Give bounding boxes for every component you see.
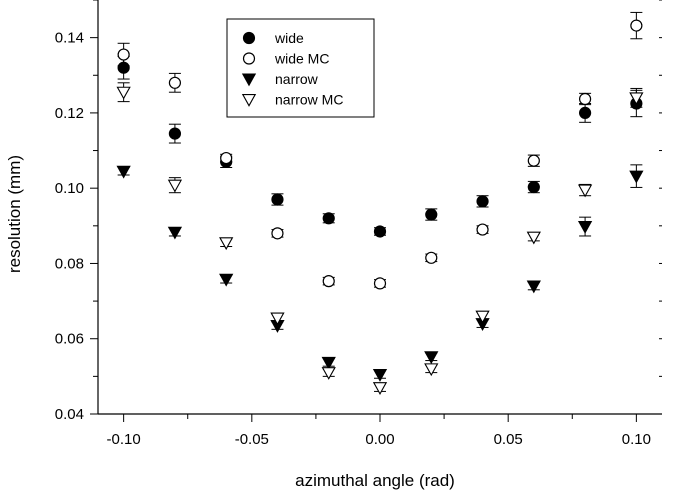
narrow-mc-point (629, 92, 644, 106)
x-tick-label: 0.10 (622, 431, 651, 448)
y-tick-label: 0.12 (55, 105, 84, 122)
wide-point (117, 61, 130, 74)
wide-mc-point (322, 275, 335, 288)
y-tick-label: 0.08 (55, 255, 84, 272)
narrow-mc-point (167, 179, 183, 193)
wide-point (168, 127, 182, 140)
narrow-point (219, 273, 234, 287)
narrow-point (116, 165, 131, 179)
legend: wide wide MC narrow narrow MC (226, 18, 375, 118)
wide-mc-point (425, 251, 438, 264)
wide-point (578, 106, 592, 120)
x-tick-label: -0.05 (235, 431, 269, 448)
wide-point (271, 193, 284, 206)
x-tick-label: 0.05 (494, 431, 523, 448)
x-axis-label: azimuthal angle (rad) (295, 471, 455, 490)
narrow-mc-point (526, 231, 541, 245)
narrow-point (577, 221, 593, 234)
legend-label: narrow (275, 71, 319, 87)
y-axis-label: resolution (mm) (5, 155, 24, 273)
markers (116, 19, 644, 395)
narrow-mc-point (321, 367, 336, 380)
narrow-mc-point (577, 184, 593, 198)
narrow-point (167, 226, 183, 240)
narrow-mc-point (270, 312, 285, 326)
legend-label: narrow MC (275, 92, 343, 108)
wide-mc-point (220, 151, 233, 165)
narrow-mc-point (372, 382, 388, 395)
axes (97, 0, 662, 415)
narrow-point (372, 368, 388, 382)
legend-label: wide (274, 30, 304, 46)
wide-point (527, 180, 540, 194)
wide-point (373, 225, 387, 238)
narrow-mc-point (219, 237, 234, 251)
wide-mc-point (578, 92, 592, 106)
narrow-point (424, 351, 439, 365)
narrow-point (321, 356, 336, 370)
legend-marker (241, 73, 257, 87)
narrow-mc-point (424, 363, 439, 377)
narrow-mc-point (116, 86, 131, 100)
legend-label: wide MC (274, 51, 329, 67)
legend-marker (241, 93, 257, 107)
wide-mc-point (476, 223, 489, 236)
wide-point (425, 208, 438, 221)
wide-mc-point (373, 277, 387, 290)
y-tick-label: 0.04 (55, 406, 84, 423)
wide-mc-point (527, 154, 540, 167)
narrow-point (526, 280, 541, 294)
wide-mc-point (271, 227, 284, 240)
x-tick-label: -0.10 (107, 431, 141, 448)
wide-mc-point (168, 76, 182, 89)
y-tick-label: 0.14 (55, 30, 84, 47)
wide-point (476, 195, 489, 208)
narrow-point (629, 170, 644, 184)
legend-marker (242, 52, 256, 65)
y-tick-label: 0.06 (55, 331, 84, 348)
legend-marker (242, 31, 256, 45)
y-tick-label: 0.10 (55, 180, 84, 197)
wide-mc-point (630, 19, 643, 32)
x-tick-label: 0.00 (365, 431, 394, 448)
ticks: -0.10 -0.05 0.00 0.05 0.10 0.04 0.06 0.08 0.10 0.… (55, 0, 662, 448)
wide-mc-point (117, 48, 130, 61)
error-bars (117, 11, 643, 392)
wide-point (322, 212, 335, 225)
narrow-mc-point (475, 310, 490, 324)
